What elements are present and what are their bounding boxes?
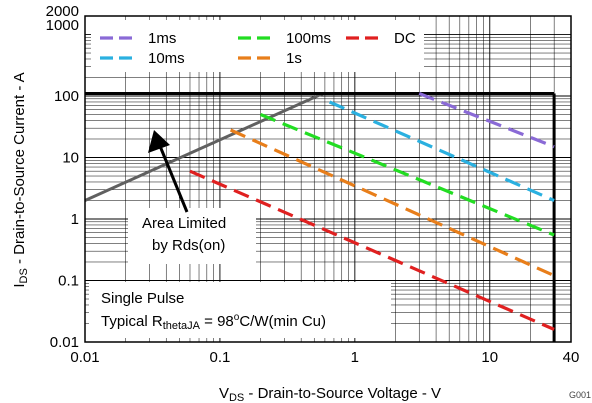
x-axis-title-sub: DS <box>229 392 244 403</box>
y-tick-label: 1000 <box>46 17 79 34</box>
area-limited-line2: by Rds(on) <box>152 237 225 254</box>
x-tick-label: 0.1 <box>209 349 230 366</box>
series-line-1s <box>229 128 555 278</box>
x-tick-labels: 0.01 0.1 1 10 40 <box>70 349 579 366</box>
typical-prefix: Typical R <box>101 313 163 330</box>
x-tick-label: 1 <box>351 349 359 366</box>
legend-label-100ms: 100ms <box>286 30 331 47</box>
legend-box <box>91 20 424 72</box>
single-pulse-label: Single Pulse <box>101 290 184 307</box>
legend-label-1s: 1s <box>286 50 302 67</box>
x-tick-label: 10 <box>481 349 498 366</box>
typical-value: = 98 <box>200 313 234 330</box>
series-lines <box>189 92 555 331</box>
y-axis-title: IDS - Drain-to-Source Current - A <box>11 72 30 287</box>
x-tick-label: 40 <box>563 349 580 366</box>
legend-label-1ms: 1ms <box>148 30 176 47</box>
series-line-DC <box>189 169 555 331</box>
plot-frame <box>84 15 572 343</box>
y-axis-title-rest: - Drain-to-Source Current - A <box>11 72 28 268</box>
y-tick-label: 0.1 <box>58 273 79 290</box>
figure-code: G001 <box>569 390 591 400</box>
y-tick-label: 10 <box>62 150 79 167</box>
series-line-1ms <box>418 92 555 149</box>
rds-on-limit-line <box>84 92 324 202</box>
y-tick-label: 2000 <box>46 3 79 20</box>
typical-rtheta-label: Typical RthetaJA = 98oC/W(min Cu) <box>101 312 326 332</box>
x-axis-title: VDS - Drain-to-Source Voltage - V <box>219 385 441 403</box>
y-axis-title-main: I <box>11 284 28 288</box>
series-line-100ms <box>259 113 555 237</box>
legend-label-DC: DC <box>394 30 416 47</box>
x-axis-title-main: V <box>219 385 229 402</box>
area-limited-line1: Area Limited <box>142 215 226 232</box>
typical-suffix: C/W(min Cu) <box>239 313 326 330</box>
y-axis-title-sub: DS <box>18 268 30 283</box>
limit-lines <box>84 92 556 342</box>
legend-label-10ms: 10ms <box>148 50 185 67</box>
annotation-arrow <box>148 130 189 213</box>
y-tick-label: 0.01 <box>50 334 79 351</box>
y-tick-label: 100 <box>54 88 79 105</box>
typical-sup: o <box>234 312 240 323</box>
legend: 1ms 10ms 100ms 1s DC <box>100 30 416 67</box>
series-line-10ms <box>328 100 555 202</box>
y-tick-label: 1 <box>71 211 79 228</box>
x-axis-title-rest: - Drain-to-Source Voltage - V <box>244 385 441 402</box>
typical-sub: thetaJA <box>163 320 201 332</box>
pulse-annotation-box <box>89 282 391 338</box>
rds-annotation-box <box>128 208 256 264</box>
x-tick-label: 0.01 <box>70 349 99 366</box>
